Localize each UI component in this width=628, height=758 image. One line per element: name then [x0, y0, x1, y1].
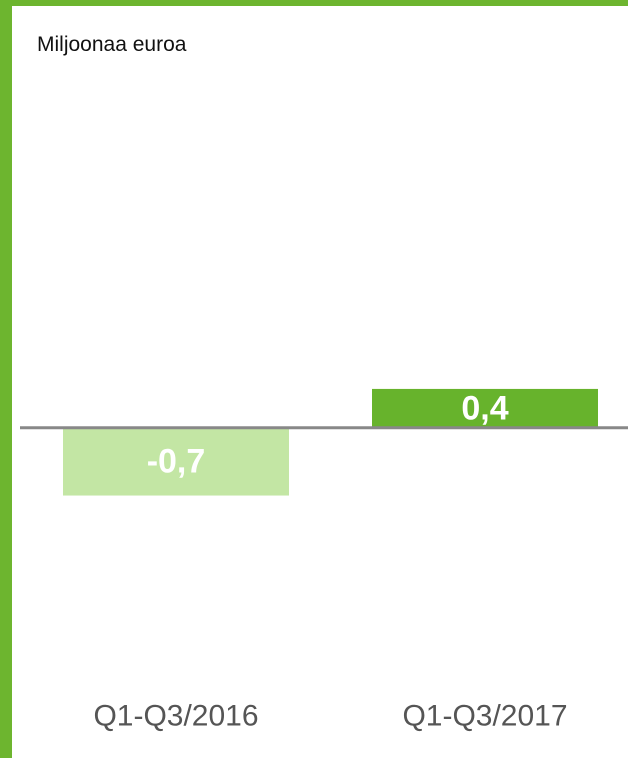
- bar-value-label: -0,7: [147, 443, 206, 481]
- bar-q1-q3-2016: [63, 427, 289, 496]
- frame-left-border: [0, 0, 12, 758]
- bar-value-label: 0,4: [461, 389, 508, 427]
- bar-q1-q3-2017: [372, 388, 598, 428]
- category-label: Q1-Q3/2016: [93, 700, 258, 733]
- category-label: Q1-Q3/2017: [402, 700, 567, 733]
- chart-unit-label: Miljoonaa euroa: [37, 33, 187, 56]
- frame-top-border: [0, 0, 628, 6]
